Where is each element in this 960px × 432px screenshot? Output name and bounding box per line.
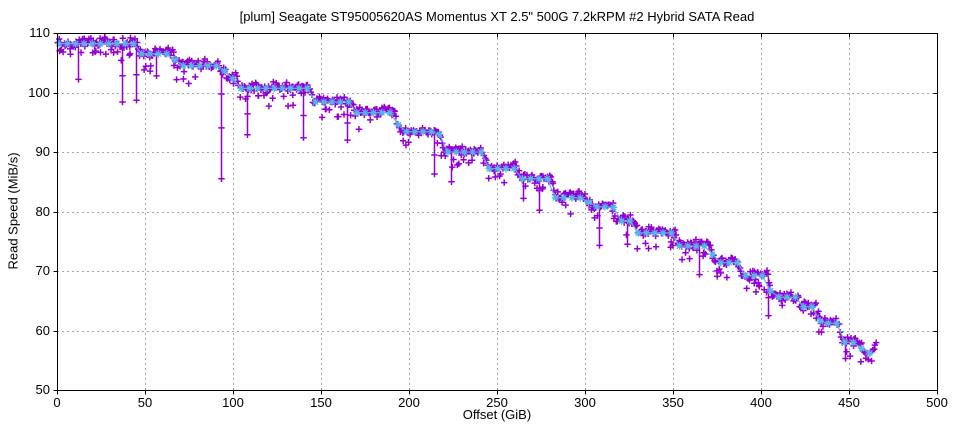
y-tick-label: 70 (35, 263, 50, 278)
y-tick-label: 50 (35, 382, 50, 397)
x-tick-label: 150 (310, 395, 332, 410)
chart-title: [plum] Seagate ST95005620AS Momentus XT … (239, 9, 755, 24)
x-tick-label: 300 (574, 395, 596, 410)
y-tick-label: 90 (35, 144, 50, 159)
x-tick-label: 50 (137, 395, 153, 410)
y-tick-label: 110 (29, 25, 50, 40)
y-tick-label: 80 (35, 203, 50, 219)
x-tick-label: 100 (222, 395, 244, 410)
x-tick-label: 200 (398, 395, 420, 410)
y-tick-label: 60 (35, 322, 50, 338)
x-tick-label: 500 (926, 395, 948, 410)
x-tick-label: 450 (838, 395, 860, 410)
x-tick-label: 350 (662, 395, 684, 410)
x-tick-label: 250 (486, 395, 508, 410)
y-tick-label: 100 (28, 84, 50, 100)
x-tick-label: 0 (53, 395, 61, 410)
x-axis-label: Offset (GiB) (462, 407, 532, 422)
x-tick-label: 400 (750, 395, 772, 410)
